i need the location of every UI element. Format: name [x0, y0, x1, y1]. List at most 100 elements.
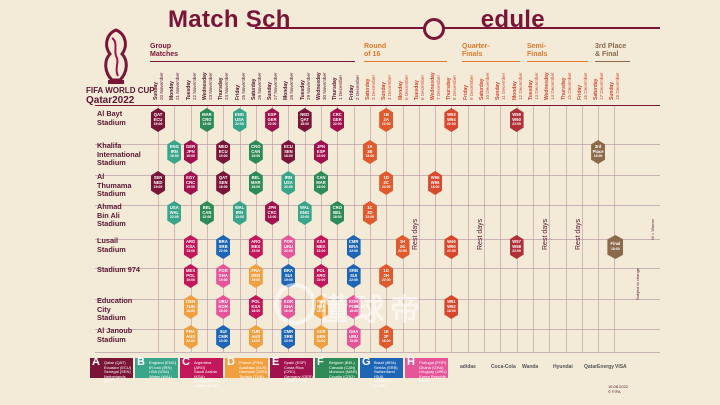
date-header: Sunday 18 December	[608, 50, 620, 100]
date-day: Tuesday	[413, 80, 420, 100]
match-badge[interactable]: POR URU 22:00	[281, 235, 296, 259]
match-time: 18:00	[316, 339, 326, 344]
date-day: Saturday	[250, 78, 257, 100]
match-badge[interactable]: SEN NED 19:00	[151, 171, 165, 195]
match-badge[interactable]: FRA DEN 19:00	[248, 264, 263, 288]
date-header: Tuesday 29 November	[299, 50, 311, 100]
stage-label: Round of 16	[364, 43, 387, 58]
column-line	[549, 106, 551, 352]
venue-name: Stadium 974	[97, 265, 140, 274]
match-badge[interactable]: 1C 2D 22:00	[362, 201, 377, 225]
date-label: Saturday 3 December	[365, 75, 376, 100]
date-value: 3 December	[370, 74, 376, 100]
match-badge[interactable]: CRC GER 22:00	[330, 108, 345, 132]
match-badge[interactable]: EGY CRC 19:00	[183, 171, 198, 195]
match-badge[interactable]: GER JPN 16:00	[183, 140, 198, 164]
match-badge[interactable]: CAN MAR 18:00	[314, 171, 328, 195]
date-day: Friday	[576, 84, 583, 100]
match-badge[interactable]: W59 W60 22:00	[509, 108, 524, 132]
venue-name: Education City Stadium	[97, 296, 133, 322]
date-label: Tuesday 22 November	[186, 72, 197, 100]
match-badge[interactable]: CRO BEL 18:00	[330, 201, 345, 225]
match-badge[interactable]: BRA SUI 19:00	[281, 264, 296, 288]
column-line	[418, 106, 420, 352]
match-badge[interactable]: QAT SEN 16:00	[216, 171, 231, 195]
match-badge[interactable]: ARG KSA 13:00	[183, 235, 198, 259]
match-badge[interactable]: KOR POR 18:00	[346, 295, 361, 319]
match-badge[interactable]: W53 W54 22:00	[444, 108, 459, 132]
team-code: IRN	[170, 148, 178, 154]
match-badge[interactable]: CMR BRA 22:00	[346, 235, 361, 259]
match-badge[interactable]: CRO CAN 19:00	[248, 140, 263, 164]
match-badge[interactable]: ARG MEX 22:00	[248, 235, 263, 259]
date-header: Wednesday 30 November	[315, 50, 327, 100]
team-code: SEN	[153, 175, 163, 181]
match-badge[interactable]: 1G 2H 22:00	[379, 264, 394, 288]
team-code: W49	[447, 239, 456, 245]
match-badge[interactable]: DEN TUN 16:00	[183, 295, 198, 319]
match-badge[interactable]: 1H 2G 22:00	[395, 235, 410, 259]
team-code: IRN	[284, 175, 292, 181]
match-badge[interactable]: ECU SEN 18:00	[281, 140, 296, 164]
match-badge[interactable]: MAR CRO 13:00	[199, 108, 214, 132]
match-badge[interactable]: 1A 2B 18:00	[362, 140, 377, 164]
match-badge[interactable]: JPN ESP 22:00	[314, 140, 328, 164]
match-badge[interactable]: Final 18:00	[607, 235, 624, 259]
match-badge[interactable]: NED QAT 18:00	[297, 108, 312, 132]
match-badge[interactable]: ENG USA 22:00	[232, 108, 247, 132]
match-badge[interactable]: POR GHA 19:00	[216, 264, 231, 288]
match-badge[interactable]: W51 W52 18:00	[444, 295, 459, 319]
match-badge[interactable]: TUN FRA 18:00	[314, 295, 328, 319]
match-badge[interactable]: AUS DEN 18:00	[314, 325, 328, 349]
match-badge[interactable]: 1B 2A 22:00	[379, 108, 394, 132]
match-badge[interactable]: W57 W58 22:00	[509, 235, 524, 259]
match-badge[interactable]: W55 W56 18:00	[428, 171, 443, 195]
match-badge[interactable]: MEX POL 19:00	[183, 264, 198, 288]
match-badge[interactable]: TUN AUS 13:00	[248, 325, 263, 349]
match-time: 18:00	[349, 339, 358, 344]
team-code: JPN	[268, 205, 277, 211]
match-badge[interactable]: KSA MEX 22:00	[314, 235, 328, 259]
team-code: DEN	[316, 333, 326, 339]
match-badge[interactable]: POL ARG 22:00	[314, 264, 328, 288]
match-badge[interactable]: ESP GER 22:00	[265, 108, 280, 132]
match-badge[interactable]: SRB SUI 22:00	[346, 264, 361, 288]
date-value: 27 November	[273, 72, 279, 100]
venue-name: Ahmad Bin Ali Stadium	[97, 202, 126, 228]
match-badge[interactable]: ENG IRN 16:00	[167, 140, 182, 164]
team-code: DEN	[186, 299, 196, 305]
match-badge[interactable]: WAL IRN 13:00	[232, 201, 247, 225]
team-code: BRA	[349, 243, 359, 249]
team-code: ENG	[169, 144, 179, 150]
team-code: ECU	[153, 116, 163, 122]
team-code: ESP	[267, 112, 277, 118]
match-badge[interactable]: QAT ECU 19:00	[151, 108, 165, 132]
match-badge[interactable]: GHA URU 18:00	[346, 325, 361, 349]
match-badge[interactable]: WAL ENG 22:00	[297, 201, 312, 225]
team-code: CRO	[332, 205, 342, 211]
team-code: BRA	[283, 268, 293, 274]
match-badge[interactable]: URU KOR 16:00	[216, 295, 231, 319]
date-value: 9 December	[468, 74, 474, 100]
match-badge[interactable]: FRA AUS 22:00	[183, 325, 198, 349]
match-badge[interactable]: 1E 2F 18:00	[379, 325, 394, 349]
match-badge[interactable]: USA WAL 22:00	[167, 201, 182, 225]
match-badge[interactable]: CMR SRB 13:00	[281, 325, 296, 349]
match-badge[interactable]: W49 W50 22:00	[444, 235, 459, 259]
column-line	[386, 106, 388, 352]
match-badge[interactable]: IRN USA 22:00	[281, 171, 296, 195]
match-badge[interactable]: BRA SRB 22:00	[216, 235, 231, 259]
match-badge[interactable]: BEL CAN 22:00	[199, 201, 214, 225]
match-badge[interactable]: BEL MAR 16:00	[248, 171, 263, 195]
team-code: 1C	[367, 205, 373, 211]
match-badge[interactable]: 1D 2C 22:00	[379, 171, 394, 195]
group-legend-item: C Argentina (ARG) Saudi Arabia (KSA) Mexi…	[180, 357, 223, 387]
date-label: Monday 21 November	[169, 72, 180, 100]
match-badge[interactable]: SUI CMR 13:00	[216, 325, 231, 349]
match-badge[interactable]: POL KSA 16:00	[248, 295, 263, 319]
team-code: CMR	[218, 333, 228, 339]
match-badge[interactable]: 3rd Place 18:00	[591, 140, 606, 164]
match-badge[interactable]: MED ECU 19:00	[216, 140, 231, 164]
match-badge[interactable]: JPN CRC 13:00	[265, 201, 280, 225]
team-code: MEX	[186, 268, 196, 274]
